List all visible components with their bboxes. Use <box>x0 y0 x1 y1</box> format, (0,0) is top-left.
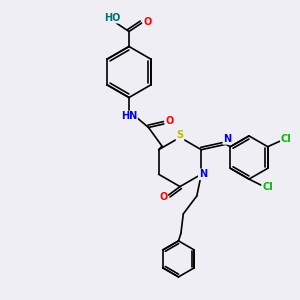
Text: N: N <box>223 134 232 144</box>
Text: O: O <box>165 116 174 126</box>
Text: Cl: Cl <box>262 182 273 192</box>
Text: S: S <box>176 130 184 140</box>
Text: HO: HO <box>105 13 121 23</box>
Text: O: O <box>159 192 167 203</box>
Text: Cl: Cl <box>281 134 292 145</box>
Text: N: N <box>199 169 207 179</box>
Text: O: O <box>143 16 152 27</box>
Text: HN: HN <box>121 111 137 122</box>
